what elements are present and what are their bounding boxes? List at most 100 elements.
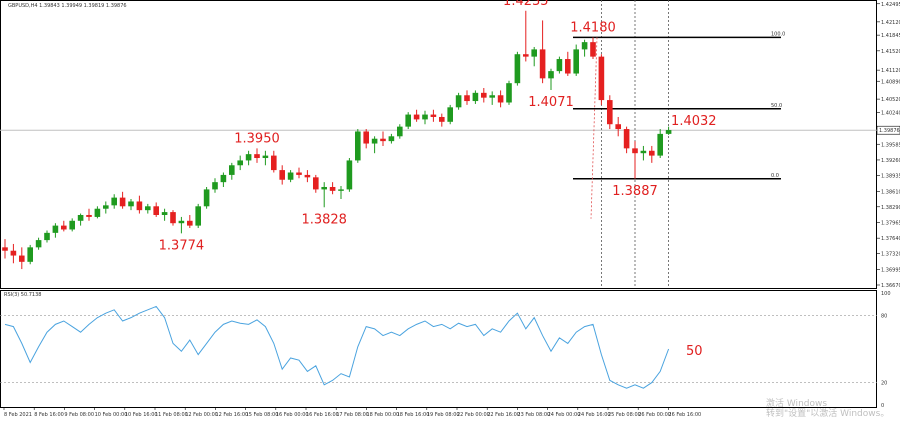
- time-tick-label: 23 Feb 08:00: [517, 412, 550, 418]
- candle-body: [657, 133, 663, 156]
- time-tick-label: 26 Feb 00:00: [638, 412, 671, 418]
- candle-body: [111, 197, 117, 206]
- price-tick-label: 1.40890: [881, 79, 900, 85]
- price-tick-label: 1.39585: [881, 142, 900, 148]
- candle-body: [363, 131, 369, 144]
- candle-body: [371, 138, 378, 144]
- candle-body: [397, 126, 403, 137]
- candle-body: [346, 160, 353, 190]
- time-tick-label: 11 Feb 08:00: [155, 412, 188, 418]
- price-tick-label: 1.42495: [881, 2, 900, 8]
- candle-body: [195, 206, 201, 226]
- candle-body: [287, 172, 294, 180]
- candle-body: [665, 130, 672, 134]
- time-tick-label: 18 Feb 00:00: [366, 412, 399, 418]
- price-annotation: 1.3887: [612, 184, 658, 199]
- candle-body: [388, 136, 395, 142]
- candle-body: [539, 49, 546, 79]
- candle-body: [161, 212, 168, 215]
- candle-body: [296, 172, 302, 175]
- watermark-title: 激活 Windows: [766, 397, 827, 409]
- candle-body: [94, 208, 101, 217]
- price-tick-label: 1.41120: [881, 68, 900, 74]
- symbol-info: GBPUSD,H4 1.39843 1.39949 1.39819 1.3987…: [8, 3, 127, 9]
- price-tick-label: 1.37640: [881, 236, 900, 242]
- candle-body: [271, 155, 277, 171]
- rsi-tick-label: 20: [881, 381, 887, 387]
- candle-body: [220, 174, 227, 183]
- time-tick-label: 22 Feb 00:00: [457, 412, 490, 418]
- candle-body: [35, 240, 42, 248]
- candle-body: [178, 220, 185, 224]
- candle-body: [245, 154, 252, 161]
- time-tick-label: 16 Feb 16:00: [306, 412, 339, 418]
- time-tick-label: 24 Feb 00:00: [548, 412, 581, 418]
- fib-level-label: 0.0: [771, 173, 779, 179]
- candle-body: [212, 182, 218, 190]
- price-annotation: 1.3774: [159, 238, 205, 253]
- candle-body: [607, 100, 613, 125]
- price-tick-label: 1.36670: [881, 283, 900, 289]
- time-tick-label: 25 Feb 08:00: [608, 412, 641, 418]
- candle-body: [61, 225, 67, 230]
- candle-body: [548, 71, 554, 79]
- candle-body: [153, 206, 159, 215]
- candle-body: [321, 186, 327, 190]
- time-tick-label: 8 Feb 2021: [4, 412, 32, 418]
- candle-body: [254, 154, 260, 159]
- main-chart-frame: [0, 0, 877, 289]
- rsi-line: [4, 305, 670, 389]
- candle-body: [187, 220, 193, 226]
- candle-body: [279, 170, 285, 180]
- candle-body: [649, 150, 655, 156]
- time-tick-label: 18 Feb 16:00: [397, 412, 430, 418]
- time-tick-label: 22 Feb 16:00: [487, 412, 520, 418]
- candle-body: [573, 49, 579, 74]
- candle-body: [556, 59, 563, 72]
- candle-body: [514, 54, 521, 84]
- candle-body: [405, 114, 411, 127]
- rsi-tick-label: 100: [881, 291, 891, 297]
- candle-body: [44, 232, 50, 241]
- time-tick-label: 19 Feb 08:00: [427, 412, 460, 418]
- price-tick-label: 1.42120: [881, 20, 900, 26]
- fib-level-label: 50.0: [771, 103, 782, 109]
- fib-trend-line: [590, 37, 598, 219]
- candle-body: [10, 250, 17, 256]
- time-tick-label: 16 Feb 00:00: [276, 412, 309, 418]
- candle-body: [136, 201, 143, 211]
- rsi-frame: [0, 290, 877, 408]
- price-annotation: 1.4071: [528, 95, 574, 110]
- candle-body: [338, 189, 344, 191]
- candle-body: [329, 186, 336, 191]
- candle-body: [640, 150, 647, 154]
- candle-body: [77, 214, 84, 221]
- price-tick-label: 1.38935: [881, 174, 900, 180]
- fib-level-label: 100.0: [771, 31, 785, 37]
- candle-body: [598, 56, 605, 101]
- candle-body: [262, 155, 269, 159]
- candle-body: [623, 129, 630, 149]
- candle-body: [632, 148, 638, 154]
- candle-body: [313, 177, 319, 190]
- rsi-annotation: 50: [686, 344, 703, 359]
- price-annotation: 1.3828: [301, 212, 347, 227]
- price-tick-label: 1.41520: [881, 49, 900, 55]
- rsi-tick-label: 80: [881, 313, 887, 319]
- time-tick-label: 9 Feb 08:00: [64, 412, 94, 418]
- candle-body: [229, 165, 235, 175]
- watermark-subtitle: 转到"设置"以激活 Windows。: [766, 407, 889, 419]
- time-tick-label: 8 Feb 16:00: [34, 412, 64, 418]
- candle-body: [355, 131, 361, 161]
- rsi-tick-label: 0: [881, 403, 884, 409]
- candle-body: [52, 225, 59, 233]
- candle-body: [119, 197, 126, 207]
- candle-body: [2, 247, 8, 251]
- candle-body: [430, 114, 437, 117]
- price-annotation: 1.4235: [503, 0, 549, 9]
- price-tick-label: 1.38610: [881, 189, 900, 195]
- current-price-box: [876, 125, 900, 135]
- candle-body: [464, 95, 470, 102]
- candle-body: [481, 92, 487, 98]
